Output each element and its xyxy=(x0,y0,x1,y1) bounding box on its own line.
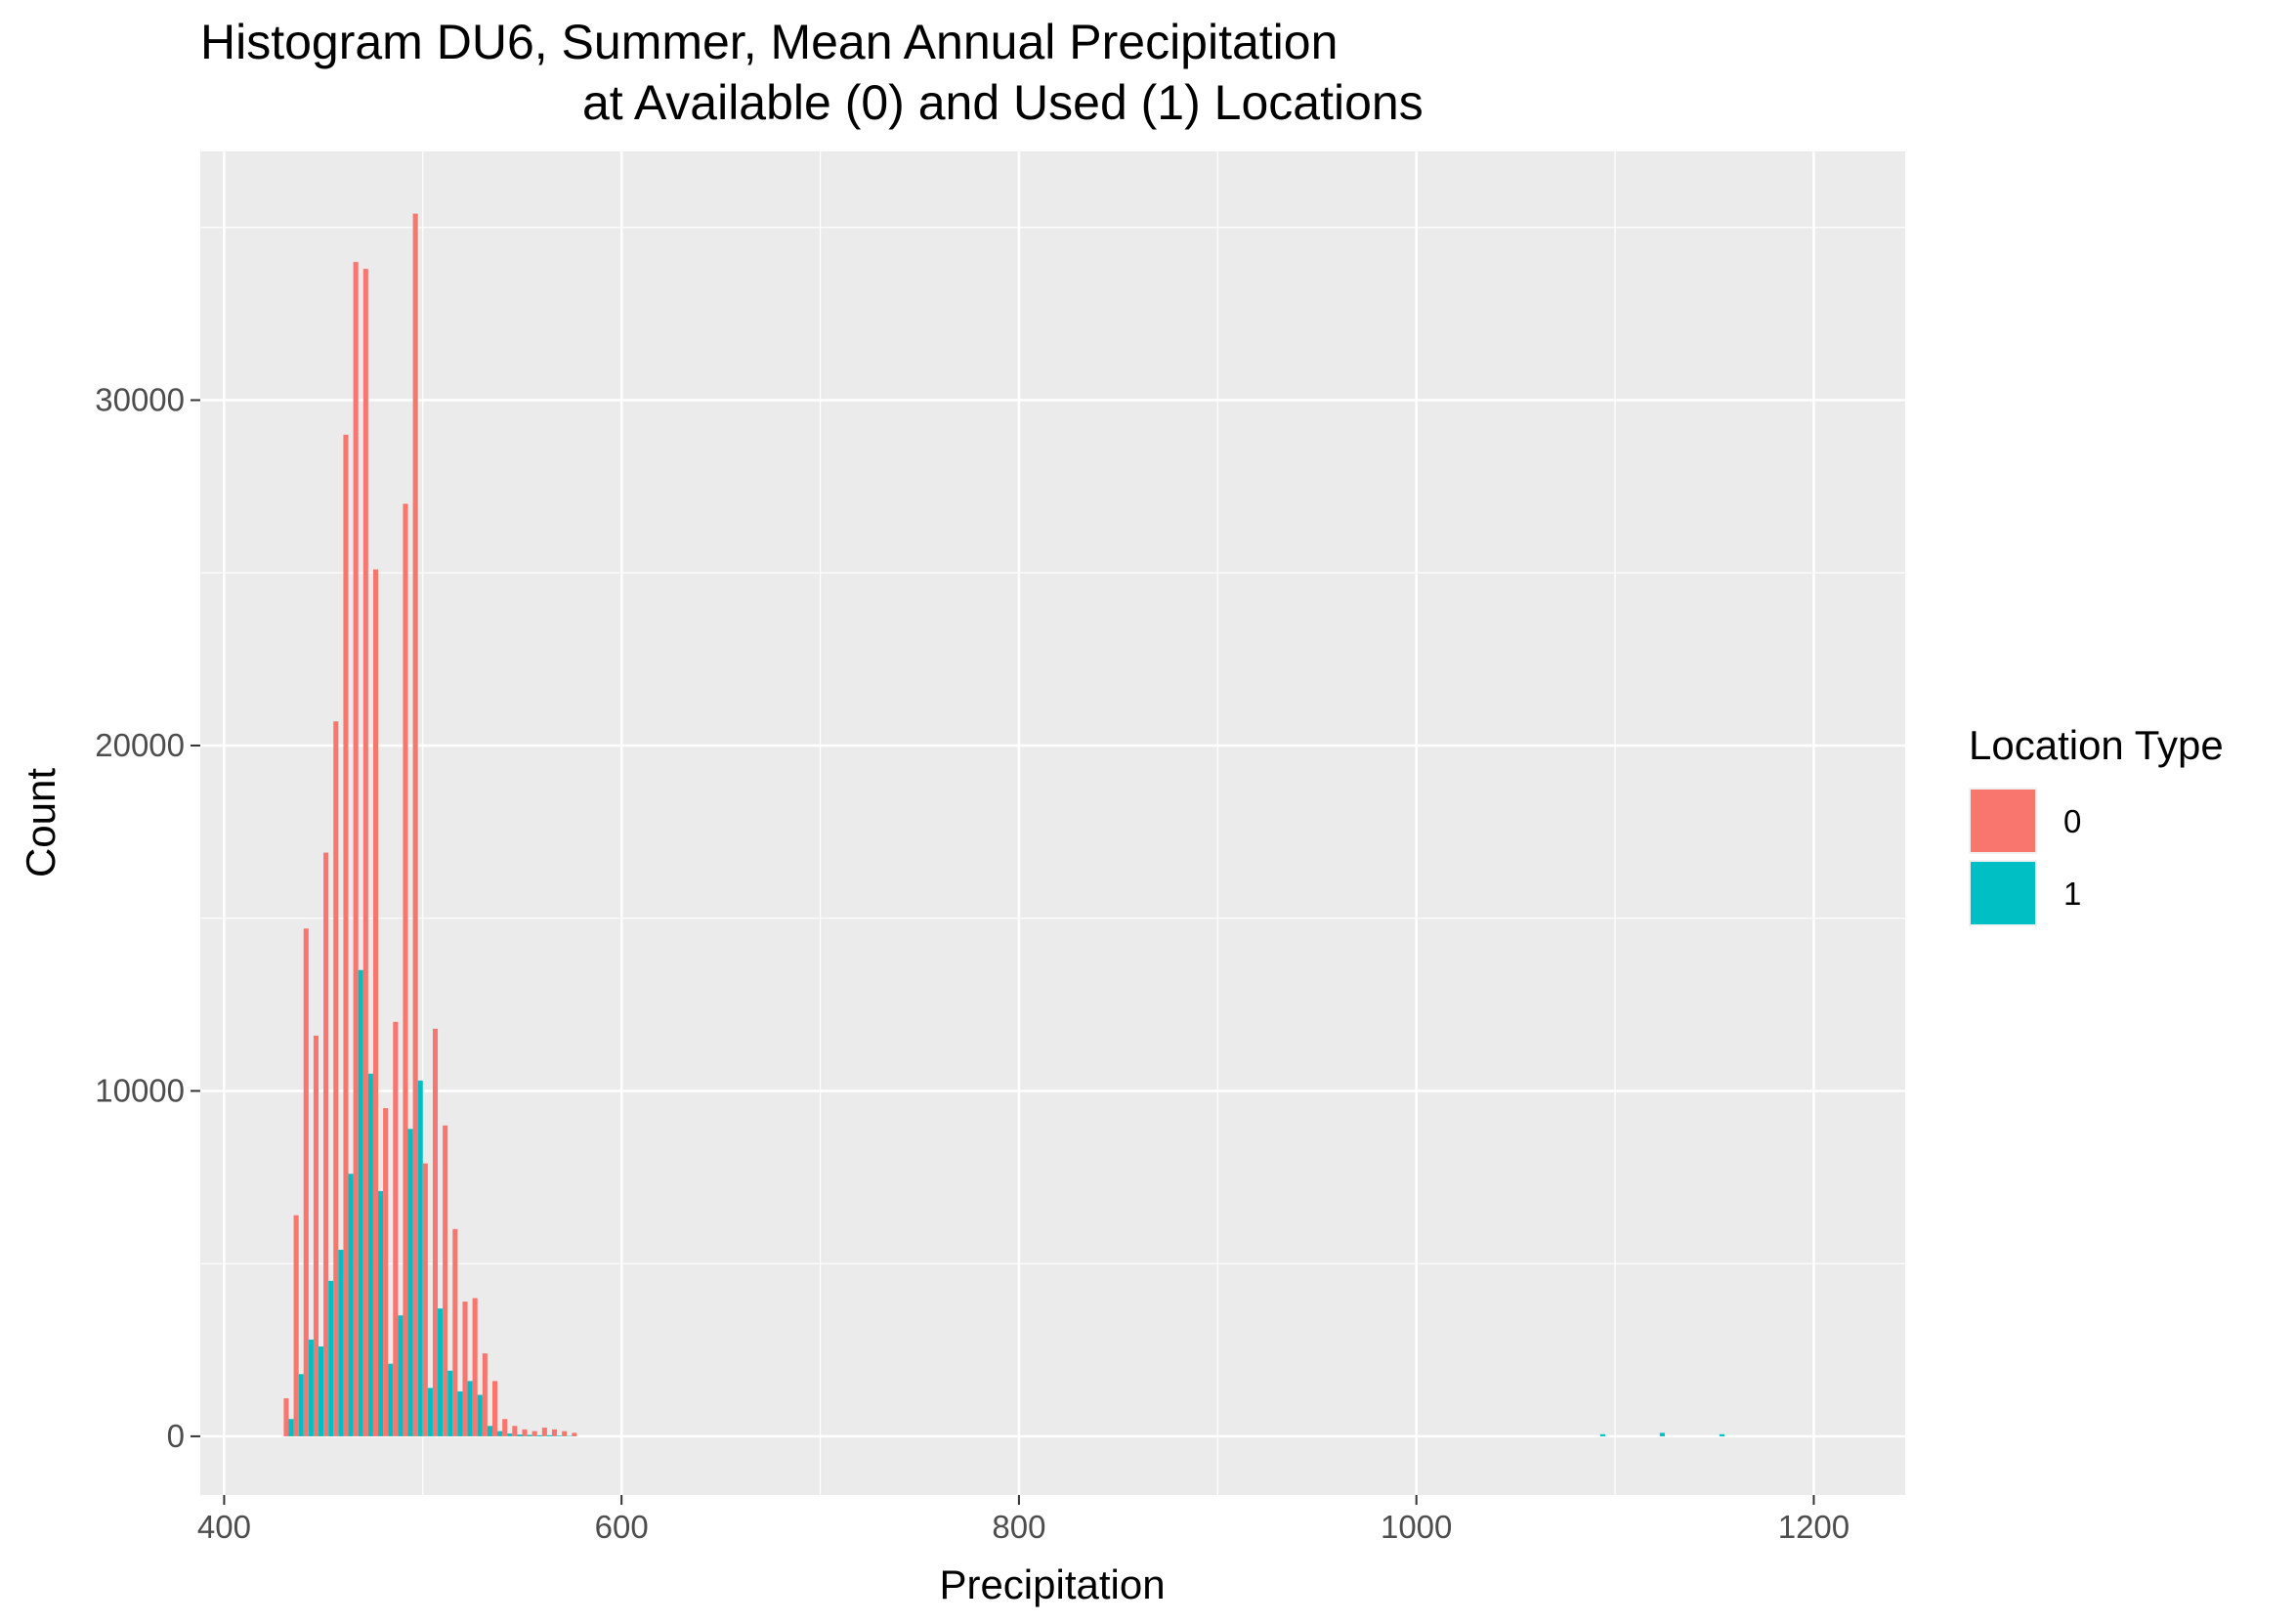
legend-title: Location Type xyxy=(1969,722,2224,768)
bar-series-1 xyxy=(447,1370,453,1436)
bar-series-1 xyxy=(348,1174,354,1436)
bar-series-1 xyxy=(497,1431,503,1436)
y-tick-label: 0 xyxy=(167,1418,185,1454)
bar-series-0 xyxy=(393,1021,399,1436)
legend: Location Type 0 1 xyxy=(1969,722,2224,926)
x-axis-title: Precipitation xyxy=(939,1561,1165,1607)
axis-ticks: 400 600 800 1000 1200 0 10000 20000 30000 xyxy=(95,381,1850,1545)
bar-series-1 xyxy=(338,1250,344,1436)
bar-series-1 xyxy=(367,1073,373,1436)
bar-series-1 xyxy=(319,1346,324,1436)
bar-series-0 xyxy=(303,928,309,1436)
bar-series-1 xyxy=(288,1419,294,1436)
bar-series-1 xyxy=(378,1190,384,1436)
chart-subtitle: at Available (0) and Used (1) Locations xyxy=(582,75,1424,130)
bar-series-1 xyxy=(487,1426,492,1436)
y-tick-label: 10000 xyxy=(95,1072,185,1108)
bar-series-1 xyxy=(557,1435,563,1436)
chart-title: Histogram DU6, Summer, Mean Annual Preci… xyxy=(200,15,1338,69)
bar-series-0 xyxy=(551,1429,558,1436)
bar-series-1 xyxy=(407,1129,413,1436)
legend-swatch-0 xyxy=(1971,790,2035,852)
x-tick-label: 1200 xyxy=(1778,1509,1850,1545)
bar-series-0 xyxy=(443,1125,448,1436)
histogram-bars xyxy=(283,213,1724,1437)
bar-series-1 xyxy=(507,1433,513,1436)
legend-swatch-1 xyxy=(1971,862,2035,924)
bar-series-1 xyxy=(467,1381,473,1436)
bar-series-1 xyxy=(308,1339,314,1436)
x-tick-label: 1000 xyxy=(1381,1509,1452,1545)
bar-series-1 xyxy=(328,1280,334,1436)
bar-series-0 xyxy=(412,213,418,1436)
y-tick-label: 20000 xyxy=(95,727,185,763)
bar-series-0 xyxy=(541,1428,547,1436)
x-tick-label: 800 xyxy=(992,1509,1045,1545)
bar-series-1 xyxy=(536,1434,542,1436)
bar-series-0 xyxy=(383,1108,389,1436)
bar-series-0 xyxy=(482,1353,488,1436)
bar-series-0 xyxy=(293,1215,299,1436)
bar-series-1 xyxy=(1599,1433,1605,1436)
bar-series-0 xyxy=(333,721,339,1436)
bar-series-1 xyxy=(417,1080,423,1436)
x-tick-label: 400 xyxy=(197,1509,251,1545)
bar-series-1 xyxy=(527,1434,532,1436)
y-axis-title: Count xyxy=(18,768,64,877)
legend-label-0: 0 xyxy=(2063,803,2081,839)
bar-series-0 xyxy=(502,1419,508,1436)
bar-series-0 xyxy=(353,262,359,1436)
bar-series-0 xyxy=(452,1228,458,1436)
bar-series-0 xyxy=(512,1426,518,1436)
bar-series-1 xyxy=(567,1435,573,1437)
bar-series-0 xyxy=(572,1432,577,1436)
x-tick-label: 600 xyxy=(595,1509,649,1545)
bar-series-0 xyxy=(562,1431,568,1436)
bar-series-1 xyxy=(438,1308,444,1436)
bar-series-0 xyxy=(522,1429,528,1436)
bar-series-0 xyxy=(343,434,349,1436)
bar-series-0 xyxy=(422,1163,428,1436)
bar-series-1 xyxy=(517,1434,523,1436)
bar-series-0 xyxy=(531,1431,537,1436)
y-tick-label: 30000 xyxy=(95,381,185,417)
bar-series-1 xyxy=(477,1394,483,1436)
bar-series-0 xyxy=(362,269,368,1436)
bar-series-0 xyxy=(403,503,408,1436)
bar-series-1 xyxy=(427,1388,433,1436)
bar-series-0 xyxy=(323,852,329,1436)
bar-series-1 xyxy=(1659,1432,1665,1436)
bar-series-1 xyxy=(298,1374,304,1436)
bar-series-1 xyxy=(457,1390,463,1436)
bar-series-0 xyxy=(372,569,379,1436)
bar-series-1 xyxy=(546,1434,552,1436)
bar-series-1 xyxy=(358,969,363,1436)
grid-lines xyxy=(200,151,1905,1495)
bar-series-0 xyxy=(491,1381,498,1436)
bar-series-0 xyxy=(432,1028,439,1436)
bar-series-1 xyxy=(398,1315,404,1436)
bar-series-0 xyxy=(462,1302,468,1436)
legend-label-1: 1 xyxy=(2063,876,2081,912)
bar-series-0 xyxy=(313,1035,319,1436)
bar-series-0 xyxy=(283,1398,289,1436)
bar-series-0 xyxy=(472,1298,478,1436)
plot-panel xyxy=(200,151,1905,1495)
bar-series-1 xyxy=(1719,1433,1724,1436)
bar-series-1 xyxy=(388,1363,394,1436)
